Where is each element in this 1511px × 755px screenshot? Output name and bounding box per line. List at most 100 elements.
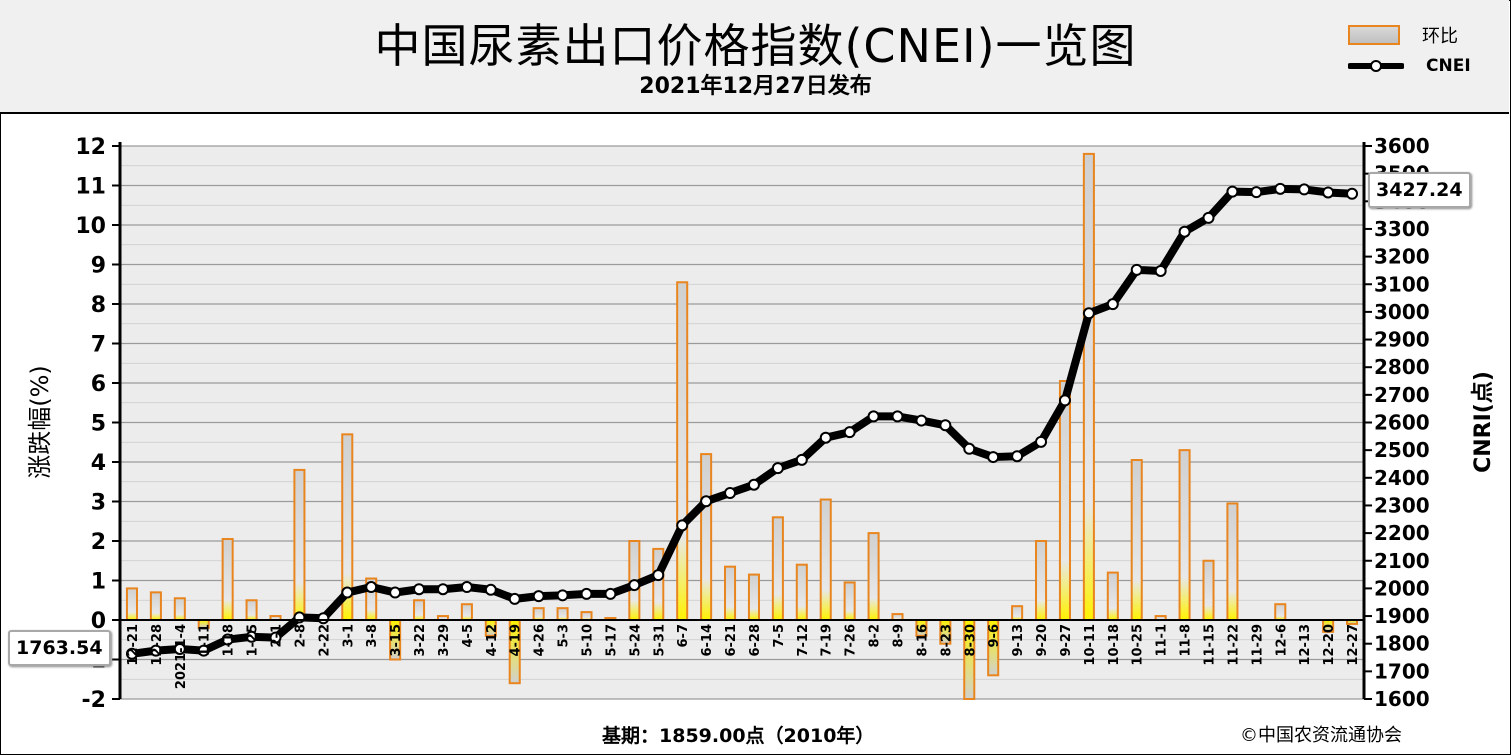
cnei-point	[1011, 450, 1024, 463]
cnei-point	[700, 495, 713, 508]
cnei-point	[1322, 186, 1335, 199]
bar-mark	[1202, 559, 1215, 621]
cnei-point	[413, 583, 426, 596]
cnei-point	[508, 592, 521, 605]
y-axis-left-title: 涨跌幅(%)	[26, 365, 54, 479]
x-tick-label: 7-19	[820, 624, 835, 657]
cnei-point	[1130, 263, 1143, 276]
cnei-point	[652, 569, 665, 582]
cnei-point	[867, 410, 880, 423]
cnei-point	[771, 462, 784, 475]
cnei-point	[724, 487, 737, 500]
x-tick-labels: 12-21 12-28 2021-1-4 1-11 1-18 1-25 2-1 2-8 2-22…	[126, 624, 1361, 689]
x-tick-label: 2021-1-4	[174, 624, 189, 689]
legend-item-bar: 环比	[1348, 22, 1458, 48]
x-tick-label: 5-24	[628, 624, 643, 657]
chart-subtitle: 2021年12月27日发布	[639, 74, 872, 99]
cnei-point	[819, 431, 832, 444]
bar-mark	[747, 573, 760, 622]
y-left-tick-label: 0	[91, 609, 106, 634]
y-left-tick-label: 1	[91, 570, 106, 595]
y-right-tick-label: 2700	[1374, 383, 1430, 407]
y-left-tick-label: 5	[91, 412, 106, 437]
x-tick-label: 11-15	[1203, 624, 1218, 666]
cnei-point	[1178, 225, 1191, 238]
cnei-point	[915, 414, 928, 427]
y-right-tick-label: 3200	[1374, 245, 1430, 269]
x-tick-label: 5-17	[604, 624, 619, 657]
bar-mark	[245, 599, 258, 621]
copyright-note: ©中国农资流通协会	[1240, 725, 1402, 746]
y-axis-right-title: CNRI(点)	[1470, 371, 1496, 473]
bar-mark	[700, 453, 713, 621]
x-tick-label: 12-27	[1346, 624, 1361, 666]
bar-mark	[556, 607, 569, 622]
cnei-point	[1106, 298, 1119, 311]
y-right-tick-label: 3300	[1374, 217, 1430, 241]
cnei-point	[341, 586, 354, 599]
x-tick-label: 3-1	[341, 624, 356, 648]
bar-mark	[1011, 605, 1024, 621]
end-value-callout: 3427.24	[1368, 172, 1471, 208]
bar-mark	[532, 607, 545, 622]
y-right-tick-label: 2600	[1374, 411, 1430, 435]
cnei-point	[963, 442, 976, 455]
x-tick-label: 12-21	[126, 624, 141, 666]
cnei-point	[221, 633, 234, 646]
x-tick-label: 11-29	[1250, 624, 1265, 666]
x-tick-label: 3-22	[413, 624, 428, 657]
x-tick-label: 6-28	[748, 624, 763, 657]
x-tick-label: 6-7	[676, 624, 691, 648]
legend-item-line: CNEI	[1348, 56, 1471, 76]
cnei-point	[389, 586, 402, 599]
y-right-tick-label: 2900	[1374, 328, 1430, 352]
legend-line-label: CNEI	[1426, 56, 1471, 76]
cnei-point	[460, 581, 473, 594]
cnei-point	[125, 647, 138, 660]
x-tick-label: 5-31	[652, 624, 667, 657]
y-right-tick-label: 2000	[1374, 576, 1430, 600]
x-tick-label: 7-12	[796, 624, 811, 657]
y-right-tick-label: 1600	[1374, 687, 1430, 711]
cnei-point	[795, 453, 808, 466]
x-tick-label: 7-5	[772, 624, 787, 648]
x-tick-label: 10-11	[1083, 624, 1098, 666]
cnei-point	[1154, 264, 1167, 277]
cnei-point	[604, 587, 617, 600]
x-tick-label: 8-9	[892, 624, 907, 648]
bar-mark	[1130, 459, 1143, 621]
y-left-tick-label: 6	[91, 372, 106, 397]
bar-mark	[819, 498, 832, 621]
y-right-tick-label: 2100	[1374, 549, 1430, 573]
x-tick-label: 1-25	[246, 624, 261, 657]
x-tick-label: 5-10	[581, 624, 596, 657]
cnei-point	[1226, 185, 1239, 198]
y-right-tick-label: 3600	[1374, 134, 1430, 158]
y-left-tick-label: 10	[75, 214, 106, 239]
x-tick-label: 8-30	[963, 624, 978, 657]
y-right-tick-label: 1700	[1374, 659, 1430, 683]
legend-bar-swatch	[1348, 25, 1400, 45]
cnei-point	[628, 579, 641, 592]
x-tick-label: 3-15	[389, 624, 404, 657]
cnei-point	[484, 583, 497, 596]
y-right-tick-label: 1800	[1374, 632, 1430, 656]
bar-mark	[1274, 603, 1287, 622]
cnei-point	[987, 451, 1000, 464]
bar-mark	[843, 581, 856, 621]
cnei-point	[676, 519, 689, 532]
y-right-tick-label: 1900	[1374, 604, 1430, 628]
y-left-tick-label: 3	[91, 491, 106, 516]
bar-mark	[125, 587, 138, 622]
bar-mark	[149, 591, 162, 621]
y-left-tick-label: 8	[91, 293, 106, 318]
cnei-point	[747, 478, 760, 491]
y-left-tick-label: 4	[91, 451, 106, 476]
bar-mark	[676, 281, 689, 621]
y-left-tick-label: 7	[91, 333, 106, 358]
cnei-point	[1202, 211, 1215, 224]
base-period-note: 基期：1859.00点（2010年）	[602, 725, 875, 747]
cnei-point	[317, 612, 330, 625]
legend-bar-label: 环比	[1422, 26, 1458, 47]
bar-mark	[1082, 152, 1095, 621]
